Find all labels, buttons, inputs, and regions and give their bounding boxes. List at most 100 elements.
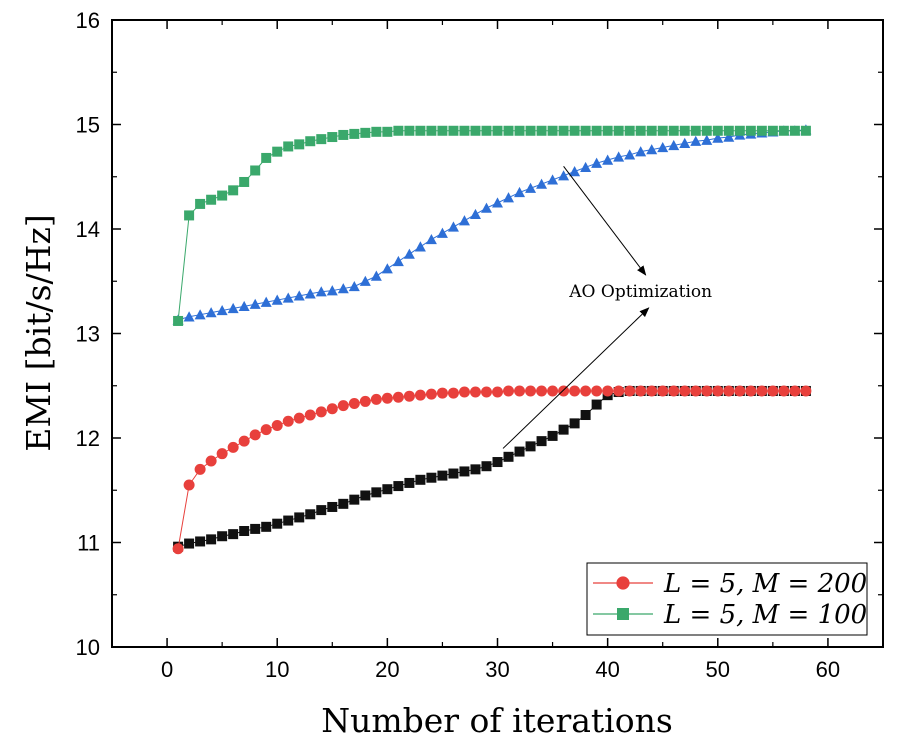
data-point: [481, 461, 492, 472]
data-point: [525, 182, 537, 193]
data-point: [745, 125, 756, 136]
data-point: [228, 529, 239, 540]
data-point: [183, 311, 195, 322]
data-point: [613, 151, 625, 162]
data-point: [393, 481, 404, 492]
legend-marker: [617, 608, 629, 620]
data-point: [756, 385, 768, 397]
data-point: [415, 125, 426, 136]
data-point: [360, 490, 371, 501]
data-point: [173, 315, 184, 326]
data-point: [492, 197, 503, 208]
data-point: [668, 385, 680, 397]
x-tick-label: 20: [375, 657, 399, 682]
data-point: [316, 134, 327, 145]
data-point: [294, 139, 305, 150]
x-tick-label: 60: [816, 657, 840, 682]
data-point: [195, 536, 206, 547]
data-point: [393, 125, 404, 136]
data-point: [437, 470, 448, 481]
y-tick-label: 13: [76, 322, 100, 347]
data-point: [382, 484, 393, 495]
data-point: [646, 385, 658, 397]
data-point: [448, 125, 459, 136]
data-point: [359, 395, 371, 407]
x-tick-label: 10: [265, 657, 289, 682]
data-point: [492, 457, 503, 468]
data-point: [734, 125, 745, 136]
data-point: [679, 125, 690, 136]
data-point: [261, 152, 272, 163]
data-point: [216, 448, 228, 460]
data-point: [282, 292, 294, 303]
data-point: [360, 127, 371, 138]
data-point: [436, 387, 448, 399]
data-point: [525, 125, 536, 136]
data-point: [503, 125, 514, 136]
data-point: [701, 385, 713, 397]
data-point: [547, 430, 558, 441]
data-point: [480, 386, 492, 398]
data-point: [767, 125, 778, 136]
data-point: [591, 399, 602, 410]
data-point: [767, 385, 779, 397]
data-point: [227, 441, 239, 453]
data-point: [436, 227, 448, 238]
data-point: [184, 210, 195, 221]
data-point: [789, 125, 800, 136]
data-point: [381, 263, 393, 274]
data-point: [426, 125, 437, 136]
data-point: [371, 487, 382, 498]
data-point: [348, 398, 360, 410]
data-point: [492, 386, 503, 398]
data-point: [613, 125, 624, 136]
series-1: [173, 125, 811, 326]
data-point: [337, 400, 349, 412]
data-point: [228, 185, 239, 196]
data-point: [580, 385, 592, 397]
data-point: [294, 512, 305, 523]
data-point: [272, 518, 283, 529]
data-point: [569, 125, 580, 136]
data-point: [635, 125, 646, 136]
y-tick-label: 10: [76, 635, 100, 660]
data-point: [690, 125, 701, 136]
data-point: [217, 531, 228, 542]
data-point: [635, 146, 647, 157]
data-point: [260, 296, 272, 307]
data-point: [469, 386, 481, 398]
data-point: [536, 178, 548, 189]
data-point: [425, 233, 437, 245]
series-2: [173, 385, 811, 552]
x-axis-title: Number of iterations: [321, 701, 673, 740]
annotation-arrow: [563, 165, 647, 276]
series-layer: [172, 124, 812, 555]
data-point: [712, 125, 723, 136]
data-point: [470, 125, 481, 136]
data-point: [348, 280, 360, 292]
data-point: [745, 385, 757, 397]
data-point: [602, 125, 613, 136]
x-tick-label: 30: [485, 657, 509, 682]
data-point: [712, 132, 724, 143]
data-point: [701, 134, 713, 145]
legend-label: L = 5, M = 200: [663, 569, 867, 599]
data-point: [536, 436, 547, 447]
data-point: [635, 385, 647, 397]
annotation: AO Optimization: [502, 165, 712, 449]
data-point: [327, 501, 338, 512]
data-point: [194, 463, 206, 475]
data-point: [403, 248, 415, 259]
data-point: [503, 385, 515, 397]
data-point: [271, 419, 283, 431]
data-point: [370, 270, 382, 281]
data-point: [337, 283, 349, 294]
series-line: [177, 130, 806, 322]
data-point: [679, 137, 691, 148]
data-point: [800, 125, 811, 136]
data-point: [293, 412, 305, 424]
data-point: [480, 202, 492, 213]
data-point: [381, 392, 393, 404]
series-line: [177, 390, 806, 549]
y-tick-label: 16: [76, 8, 100, 33]
